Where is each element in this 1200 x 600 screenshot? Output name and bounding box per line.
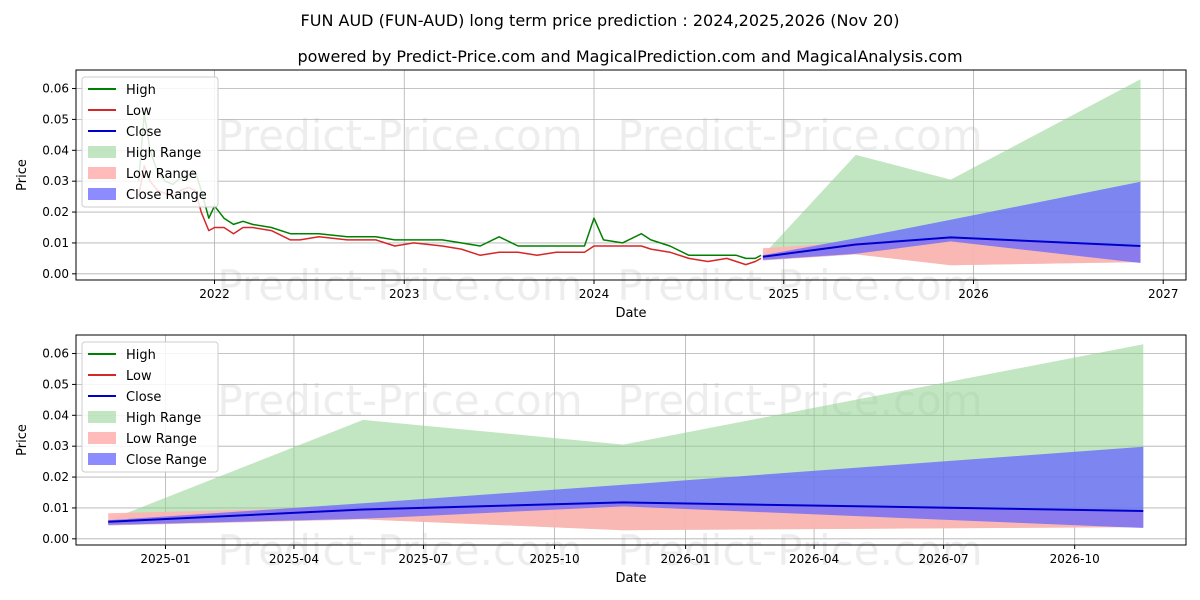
legend-swatch [88, 411, 116, 423]
x-tick-label: 2025-07 [398, 552, 448, 566]
x-tick-label: 2026-01 [661, 552, 711, 566]
watermark-text: Predict-Price.com [617, 111, 982, 160]
x-axis-label: Date [615, 571, 646, 586]
y-tick-label: 0.00 [42, 532, 69, 546]
close-price-line [762, 236, 1141, 258]
legend-label: High Range [126, 146, 201, 161]
x-tick-label: 2024 [579, 287, 610, 301]
watermark-text: Predict-Price.com [617, 261, 982, 310]
chart-legend: High Low Close High Range Low Range Close Ran… [81, 341, 219, 473]
legend-swatch [88, 167, 116, 179]
y-axis-label: Price [15, 424, 30, 456]
legend-swatch [88, 188, 116, 200]
x-tick-label: 2027 [1148, 287, 1179, 301]
y-tick-label: 0.06 [42, 347, 69, 361]
legend-swatch [88, 432, 116, 444]
watermark-text: Predict-Price.com [617, 526, 982, 575]
y-tick-label: 0.01 [42, 236, 69, 250]
plot-frame [75, 69, 1187, 281]
legend-swatch [88, 146, 116, 158]
x-tick-label: 2025 [768, 287, 799, 301]
forecast-zoom-chart-panel: Predict-Price.com Predict-Price.com Predic… [15, 334, 1187, 586]
y-tick-label: 0.01 [42, 501, 69, 515]
x-tick-label: 2025-01 [140, 552, 190, 566]
y-tick-label: 0.05 [42, 112, 69, 126]
x-tick-label: 2026-04 [789, 552, 839, 566]
x-tick-label: 2023 [389, 287, 420, 301]
y-axis-label: Price [15, 159, 30, 191]
legend-swatch [88, 453, 116, 465]
y-tick-label: 0.04 [42, 408, 69, 422]
legend-label: Low Range [126, 167, 197, 182]
y-tick-label: 0.02 [42, 205, 69, 219]
legend-label: Close [126, 125, 161, 140]
x-tick-label: 2025-04 [269, 552, 319, 566]
x-tick-label: 2026-10 [1050, 552, 1100, 566]
legend-label: High Range [126, 411, 201, 426]
watermark-text: Predict-Price.com [217, 261, 582, 310]
figure-subtitle: powered by Predict-Price.com and Magical… [297, 47, 962, 66]
chart-legend: High Low Close High Range Low Range Close Ran… [81, 76, 219, 208]
legend-label: Close [126, 390, 161, 405]
y-tick-label: 0.06 [42, 82, 69, 96]
watermark-text: Predict-Price.com [217, 376, 582, 425]
legend-label: Close Range [126, 453, 207, 468]
figure-title: FUN AUD (FUN-AUD) long term price predic… [301, 11, 900, 30]
low-price-line [137, 164, 762, 266]
legend-label: Low [126, 369, 152, 384]
x-tick-label: 2026 [958, 287, 989, 301]
y-tick-label: 0.03 [42, 439, 69, 453]
legend-label: Low Range [126, 432, 197, 447]
y-tick-label: 0.02 [42, 470, 69, 484]
x-tick-label: 2025-10 [529, 552, 579, 566]
y-tick-label: 0.04 [42, 143, 69, 157]
watermark-text: Predict-Price.com [217, 526, 582, 575]
y-tick-label: 0.05 [42, 377, 69, 391]
watermark-text: Predict-Price.com [217, 111, 582, 160]
x-tick-label: 2026-07 [919, 552, 969, 566]
legend-label: Close Range [126, 188, 207, 203]
x-axis-label: Date [615, 306, 646, 321]
x-tick-label: 2022 [199, 287, 230, 301]
long-term-chart-panel: Predict-Price.com Predict-Price.com Predic… [15, 69, 1187, 321]
y-tick-label: 0.03 [42, 174, 69, 188]
legend-label: High [126, 83, 156, 98]
plot-frame [75, 334, 1187, 546]
close-price-line [108, 501, 1144, 523]
y-tick-label: 0.00 [42, 267, 69, 281]
legend-label: Low [126, 104, 152, 119]
legend-label: High [126, 348, 156, 363]
